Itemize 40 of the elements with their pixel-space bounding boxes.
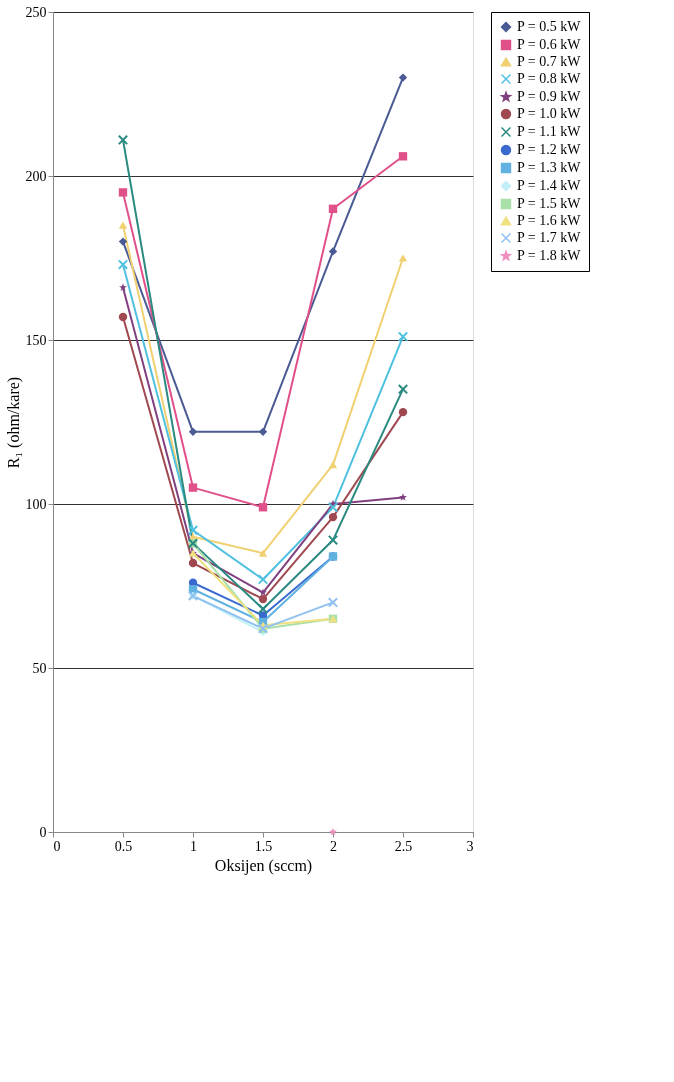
point <box>327 534 339 546</box>
point <box>117 134 129 146</box>
point <box>397 331 409 342</box>
point <box>327 502 339 513</box>
legend-label: P = 1.6 kW <box>517 213 582 228</box>
legend-label: P = 1.5 kW <box>517 196 582 211</box>
y-axis-title: R₁ (ohm/kare) <box>4 376 23 469</box>
x-tick-label: 1 <box>190 838 197 854</box>
point <box>329 827 337 836</box>
legend-label: P = 0.5 kW <box>517 19 582 34</box>
legend-label: P = 1.3 kW <box>517 160 582 175</box>
point <box>257 574 269 585</box>
point <box>257 603 269 615</box>
y-tick-label: 250 <box>25 4 47 20</box>
x-tick-label: 1.5 <box>254 838 273 854</box>
x-tick-label: 2.5 <box>394 838 413 854</box>
point <box>117 259 129 270</box>
legend-label: P = 1.2 kW <box>517 142 582 157</box>
legend-label: P = 1.8 kW <box>517 248 582 263</box>
point <box>397 384 409 395</box>
point <box>187 525 199 536</box>
point <box>327 597 339 608</box>
x-tick-label: 3 <box>466 838 474 854</box>
legend-label: P = 1.0 kW <box>517 106 582 121</box>
x-tick-label: 2 <box>330 838 337 854</box>
legend-label: P = 1.7 kW <box>517 230 582 245</box>
y-tick-label: 100 <box>25 496 47 512</box>
legend-label: P = 0.8 kW <box>517 71 582 86</box>
x-tick-label: 0.5 <box>114 838 133 854</box>
y-tick-label: 0 <box>39 824 47 840</box>
legend-label: P = 0.7 kW <box>517 54 582 69</box>
y-tick-label: 150 <box>25 332 47 348</box>
y-tick-label: 200 <box>25 168 47 184</box>
x-axis-title: Oksijen (sccm) <box>214 856 313 875</box>
legend-label: P = 1.4 kW <box>517 178 582 193</box>
legend-label: P = 1.1 kW <box>517 124 582 139</box>
legend-label: P = 0.9 kW <box>517 89 582 104</box>
legend-label: P = 0.6 kW <box>517 37 582 52</box>
x-tick-label: 0 <box>53 838 61 854</box>
y-tick-label: 50 <box>32 660 47 676</box>
